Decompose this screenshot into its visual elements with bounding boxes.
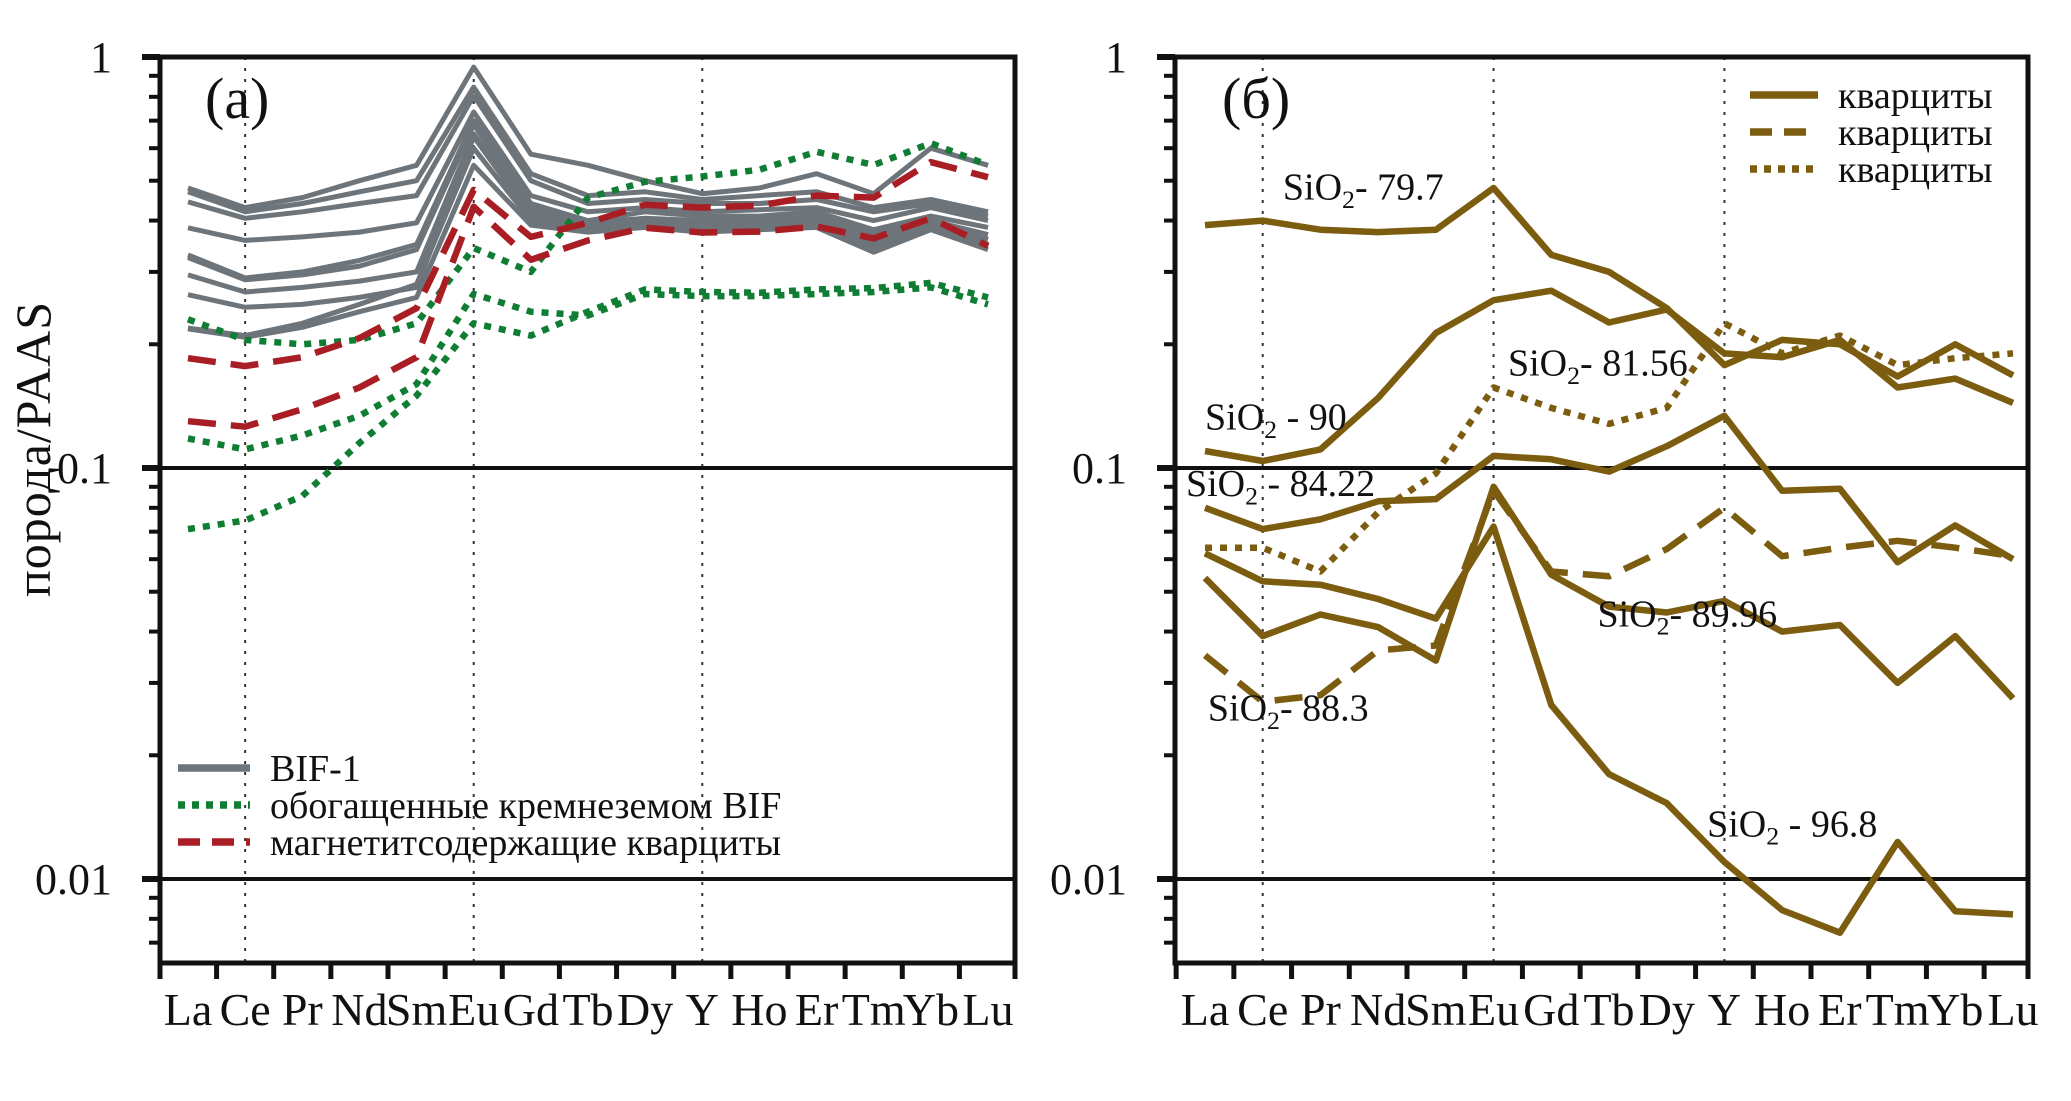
y-tick-label: 1 [1105,33,1127,82]
x-tick-label-Ce: Ce [220,984,271,1035]
annotation-SiO2-88.3: SiO2- 88.3 [1208,688,1369,735]
x-tick-label-Sm: Sm [1405,984,1467,1035]
annotation-SiO2-89.96: SiO2- 89.96 [1597,593,1777,640]
series-обогащенные-кремнеземом-BIF-№3 [187,279,989,533]
annotation-SiO2-90: SiO2 - 90 [1205,397,1347,444]
y-axis: 1 0.1 0.01 [1050,33,1175,945]
x-tick-label-Pr: Pr [1300,984,1341,1035]
x-tick-label-Eu: Eu [448,984,499,1035]
x-tick-label-Tb: Tb [562,984,613,1035]
x-tick-label-Y: Y [1708,984,1741,1035]
y-axis-title: порода/PAAS [5,300,61,598]
legend-label: обогащенные кремнеземом BIF [270,785,781,827]
x-tick-label-Tm: Tm [842,984,906,1035]
y-tick-label: 0.01 [1050,855,1127,904]
x-tick-label-Dy: Dy [1639,984,1695,1035]
series-SiO2---96.8 [1203,523,2014,936]
x-tick-label-Lu: Lu [962,984,1013,1035]
series-group [186,64,990,533]
x-tick-label-La: La [164,984,213,1035]
x-tick-label-Tm: Tm [1866,984,1930,1035]
series-SiO2---81.56 [1205,320,2014,575]
gridlines [1261,57,1726,963]
x-tick-label-Eu: Eu [1468,984,1519,1035]
series-SiO2---89.96 [1202,483,2016,701]
panel-label: (а) [205,66,269,131]
y-axis: 1 0.1 0.01 [35,33,160,945]
annotation-SiO2-96.8: SiO2 - 96.8 [1707,803,1877,850]
x-tick-label-Sm: Sm [386,984,448,1035]
y-tick-label: 0.1 [57,444,112,493]
annotations: SiO2- 79.7 SiO2 - 90 SiO2- 81.56 SiO2 - 84.… [1186,167,1877,851]
x-tick-label-Pr: Pr [282,984,323,1035]
series-магнетитсодержащие-кварциты-№1 [187,158,989,370]
x-tick-label-Ho: Ho [731,984,787,1035]
annotation-SiO2-84.22: SiO2 - 84.22 [1186,463,1375,510]
series-BIF-1-№1 [187,64,989,211]
legend-label: кварциты [1838,112,1993,154]
legend-label: кварциты [1838,75,1993,117]
y-tick-label: 1 [90,33,112,82]
series-SiO2---90 [1204,287,2015,465]
series-BIF-1-№10 [187,162,989,340]
series-SiO2---88.3 [1202,487,2014,705]
x-tick-label-Dy: Dy [617,984,673,1035]
y-tick-label: 0.01 [35,855,112,904]
x-tick-label-Yb: Yb [903,984,959,1035]
series-SiO2---79.7 [1204,184,2015,380]
legend-label: BIF-1 [270,748,361,790]
annotation-SiO2-79.7: SiO2- 79.7 [1283,167,1444,214]
x-tick-label-Nd: Nd [1350,984,1406,1035]
series-магнетитсодержащие-кварциты-№2 [187,203,990,430]
x-tick-label-Gd: Gd [503,984,559,1035]
x-tick-label-Lu: Lu [1987,984,2038,1035]
x-tick-label-Ce: Ce [1237,984,1288,1035]
series-group [1202,184,2016,936]
plot-box [1172,54,2031,966]
x-tick-label-Er: Er [795,984,838,1035]
x-tick-label-Nd: Nd [331,984,387,1035]
x-tick-label-Y: Y [686,984,719,1035]
series-BIF-1-№4 [187,109,989,243]
x-tick-label-Er: Er [1818,984,1861,1035]
series-BIF-1-№3 [187,93,989,221]
x-tick-label-Gd: Gd [1523,984,1579,1035]
legend-label: магнетитсодержащие кварциты [270,822,781,864]
gridlines [244,57,704,963]
x-tick-label-Ho: Ho [1754,984,1810,1035]
panel-label: (б) [1222,66,1290,131]
legend-label: кварциты [1838,149,1993,191]
x-tick-label-Tb: Tb [1583,984,1634,1035]
series-SiO2---84.22 [1203,412,2015,566]
x-tick-label-Yb: Yb [1927,984,1983,1035]
series-обогащенные-кремнеземом-BIF-№2 [187,284,989,453]
annotation-SiO2-81.56: SiO2- 81.56 [1508,342,1688,389]
x-tick-label-La: La [1181,984,1230,1035]
plot-box [157,54,1018,966]
series-обогащенные-кремнеземом-BIF-№1 [186,139,990,348]
y-tick-label: 0.1 [1072,444,1127,493]
